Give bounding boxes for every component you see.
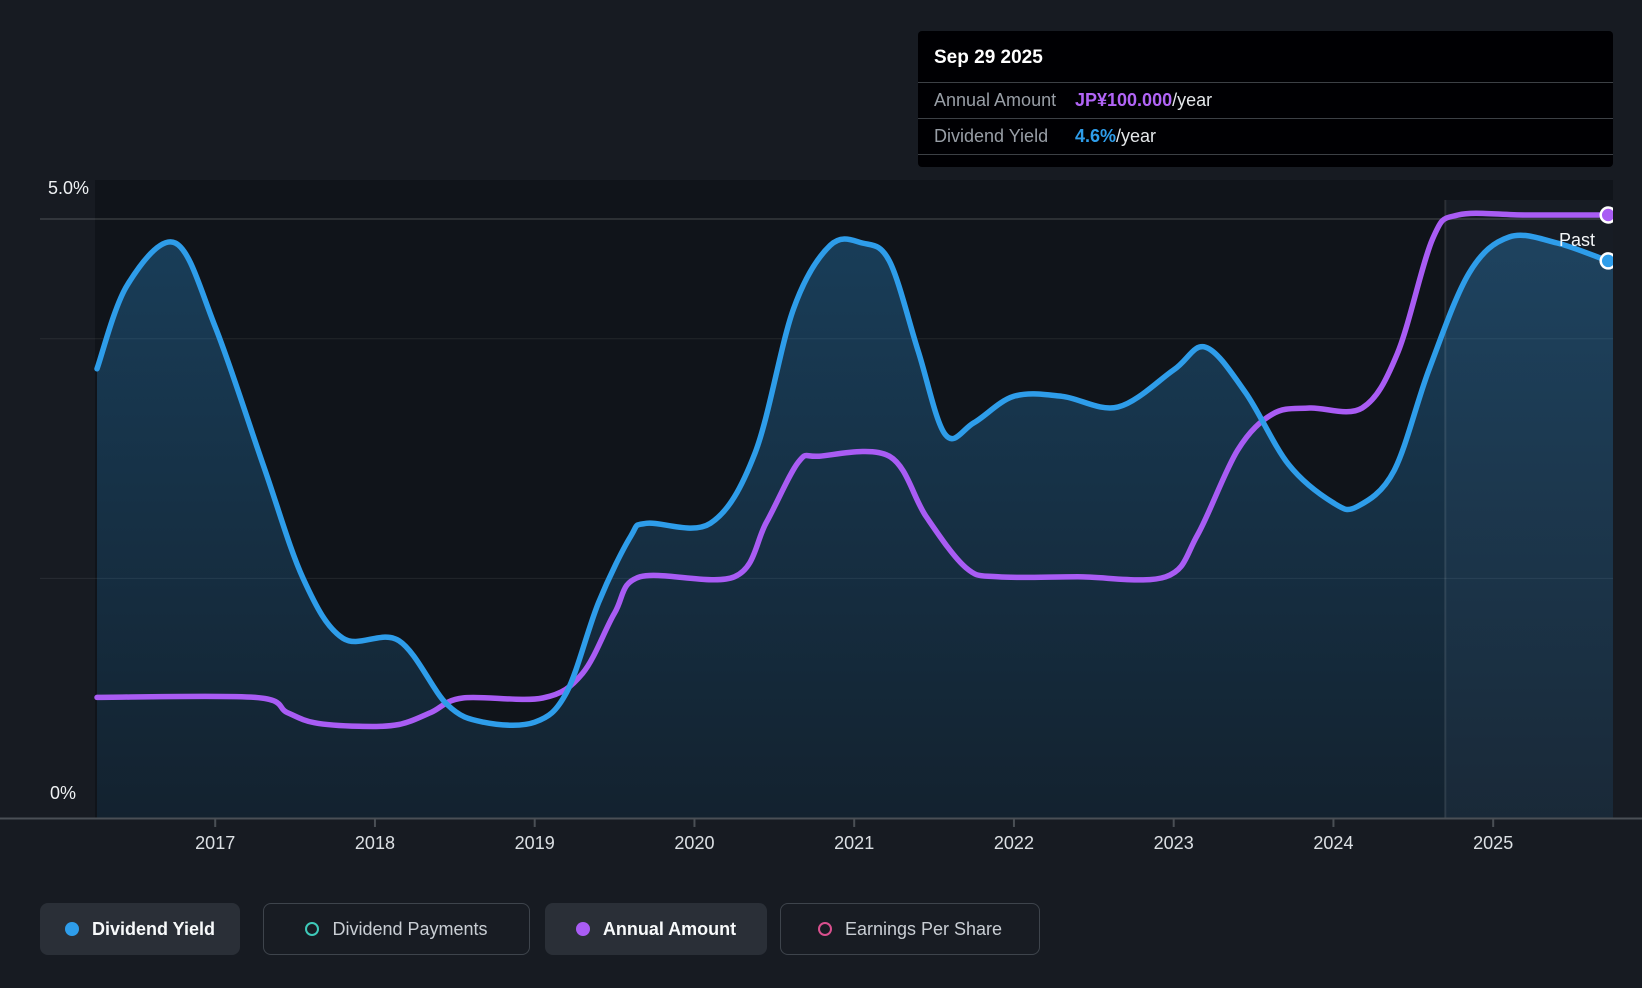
tooltip-row-label: Dividend Yield — [934, 126, 1049, 146]
x-axis-label-2025: 2025 — [1473, 833, 1514, 853]
annual-amount-end-marker — [1599, 206, 1613, 224]
plot-layer — [94, 200, 1613, 818]
legend-item-label: Dividend Yield — [91, 918, 216, 939]
legend-item-label: Annual Amount — [602, 918, 737, 939]
y-axis-label-zero: 0% — [50, 783, 77, 803]
tooltip-row-value: JP¥100.000 — [1075, 90, 1173, 110]
legend-item-dividend-payments[interactable]: Dividend Payments — [263, 903, 530, 955]
tooltip-row-value: 4.6% — [1075, 126, 1117, 146]
x-axis-label-2020: 2020 — [674, 833, 715, 853]
past-label: Past — [1558, 230, 1595, 250]
dividend-yield-marker-icon — [64, 922, 79, 936]
tooltip: Sep 29 2025 Annual Amount JP¥100.000/year… — [918, 31, 1613, 167]
x-axis-label-2023: 2023 — [1153, 833, 1194, 853]
x-axis — [0, 817, 1642, 827]
legend-item-earnings-per-share[interactable]: Earnings Per Share — [780, 903, 1040, 955]
x-axis-label-2021: 2021 — [834, 833, 875, 853]
y-axis-label-top: 5.0% — [48, 178, 90, 198]
tooltip-row-label: Annual Amount — [934, 90, 1057, 110]
x-axis-label-2024: 2024 — [1313, 833, 1354, 853]
legend-item-label: Dividend Payments — [332, 918, 488, 939]
x-axis-label-2022: 2022 — [993, 833, 1034, 853]
dividend-yield-line — [94, 232, 1613, 728]
x-axis-label-2017: 2017 — [195, 833, 236, 853]
annual-amount-line — [94, 210, 1613, 730]
x-axis-label-2018: 2018 — [354, 833, 395, 853]
tooltip-row-suffix: /year — [1116, 126, 1157, 146]
legend-item-dividend-yield[interactable]: Dividend Yield — [40, 903, 240, 955]
tooltip-row-suffix: /year — [1172, 90, 1213, 110]
tooltip-row: Dividend Yield 4.6%/year — [918, 118, 1613, 155]
tooltip-row: Annual Amount JP¥100.000/year — [918, 82, 1613, 118]
dividend-payments-marker-icon — [305, 922, 320, 936]
earnings-per-share-marker-icon — [817, 922, 832, 936]
dividend-yield-end-marker — [1599, 252, 1613, 270]
legend-item-label: Earnings Per Share — [844, 918, 1003, 939]
tooltip-rows: Annual Amount JP¥100.000/year Dividend Yie… — [918, 82, 1613, 155]
tooltip-date: Sep 29 2025 — [934, 47, 1043, 68]
annual-amount-marker-icon — [575, 922, 590, 936]
legend: Dividend Yield Dividend Payments Annual Am… — [0, 903, 1642, 955]
x-axis-label-2019: 2019 — [514, 833, 555, 853]
legend-item-annual-amount[interactable]: Annual Amount — [545, 903, 767, 955]
